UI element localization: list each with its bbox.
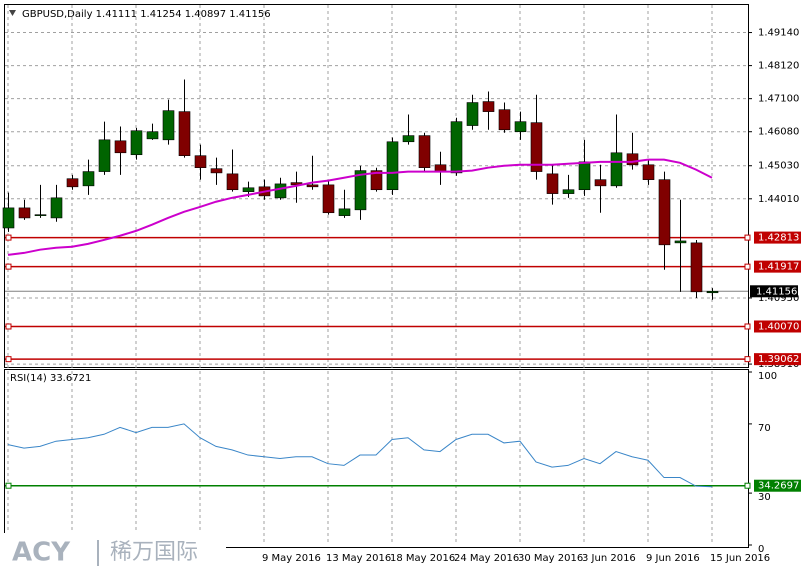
candle-body xyxy=(562,189,575,194)
candle-body xyxy=(402,135,415,143)
level-handle xyxy=(744,323,751,330)
x-tick-label: 15 Jun 2016 xyxy=(710,553,770,564)
candle-body xyxy=(306,184,319,188)
y-tick-label: 1.47100 xyxy=(758,94,799,105)
y-tick-label: 1.40950 xyxy=(758,293,799,304)
candle-body xyxy=(418,135,431,168)
candle-body xyxy=(450,121,463,174)
candle-body xyxy=(546,173,559,194)
watermark-box xyxy=(0,533,226,575)
candle-body xyxy=(98,139,111,172)
candle-body xyxy=(66,178,79,188)
symbol-icon xyxy=(9,10,16,16)
level-handle xyxy=(744,356,751,363)
candle-body xyxy=(2,207,15,229)
level-handle xyxy=(5,356,12,363)
x-tick-label: 30 May 2016 xyxy=(518,553,583,564)
candle-body xyxy=(34,214,47,216)
y-tick-label: 1.45030 xyxy=(758,161,799,172)
rsi-panel xyxy=(4,369,749,548)
candle-body xyxy=(706,290,719,294)
level-handle xyxy=(5,323,12,330)
level-label-box xyxy=(754,320,801,333)
watermark-brand: ACY xyxy=(12,538,71,568)
level-handle xyxy=(744,482,751,489)
current-price-label: 1.41156 xyxy=(756,286,797,297)
y-tick-label: 0 xyxy=(758,544,764,555)
candle-body xyxy=(338,208,351,216)
candle-body xyxy=(274,183,287,199)
candle-body xyxy=(466,102,479,126)
level-label: 1.39062 xyxy=(758,354,799,365)
level-label-box xyxy=(754,479,801,492)
level-label: 1.40070 xyxy=(758,321,799,332)
level-handle xyxy=(744,234,751,241)
candle-body xyxy=(434,164,447,172)
candle-body xyxy=(594,179,607,187)
y-tick-label: 1.49140 xyxy=(758,28,799,39)
candle-body xyxy=(370,170,383,191)
candle-body xyxy=(626,153,639,166)
candle-body xyxy=(386,141,399,191)
candle-body xyxy=(482,101,495,112)
candle-body xyxy=(82,171,95,187)
x-tick-label: 18 May 2016 xyxy=(390,553,455,564)
y-tick-label: 1.48120 xyxy=(758,61,799,72)
y-tick-label: 1.46080 xyxy=(758,127,799,138)
candle-body xyxy=(354,170,367,211)
candle-body xyxy=(210,168,223,174)
main-panel xyxy=(4,4,749,368)
x-tick-label: 13 May 2016 xyxy=(326,553,391,564)
x-tick-label: 3 Jun 2016 xyxy=(582,553,636,564)
rsi-title: RSI(14) 33.6721 xyxy=(10,373,91,384)
rsi-line xyxy=(7,423,713,488)
level-label-box xyxy=(754,231,801,244)
candle-body xyxy=(578,161,591,191)
level-handle xyxy=(5,234,12,241)
candle-body xyxy=(530,122,543,172)
chart-title: GBPUSD,Daily 1.41111 1.41254 1.40897 1.4… xyxy=(22,9,271,20)
candle-body xyxy=(194,155,207,168)
candle-body xyxy=(50,197,63,219)
candle-body xyxy=(18,207,31,219)
x-tick-label: 9 Jun 2016 xyxy=(646,553,700,564)
candle-body xyxy=(610,152,623,187)
candle-body xyxy=(242,187,255,192)
y-tick-label: 70 xyxy=(758,423,771,434)
candle-body xyxy=(642,164,655,180)
candle-body xyxy=(130,130,143,156)
candle-body xyxy=(658,179,671,246)
moving-average xyxy=(7,158,713,256)
level-handle xyxy=(5,482,12,489)
plot-layer: 1.49140 1.48120 1.47100 1.46080 1.45030 1.440… xyxy=(2,5,801,564)
candle-body xyxy=(178,111,191,156)
candle-body xyxy=(146,131,159,140)
y-tick-label: 100 xyxy=(758,371,777,382)
y-tick-label: 1.44010 xyxy=(758,194,799,205)
level-handle xyxy=(744,263,751,270)
candle-body xyxy=(162,110,175,141)
candle-body xyxy=(322,184,335,214)
candle-body xyxy=(498,109,511,131)
candle-body xyxy=(674,240,687,244)
candle-body xyxy=(690,242,703,293)
level-label-box xyxy=(754,260,801,273)
y-tick-label: 30 xyxy=(758,492,771,503)
x-tick-label: 24 May 2016 xyxy=(454,553,519,564)
level-label: 1.41917 xyxy=(758,262,799,273)
level-label: 34.2697 xyxy=(758,481,799,492)
level-handle xyxy=(5,263,12,270)
level-label: 1.42813 xyxy=(758,233,799,244)
candle-body xyxy=(514,121,527,133)
watermark-name: 稀万国际 xyxy=(110,540,198,565)
x-tick-label: 9 May 2016 xyxy=(262,553,321,564)
candle-body xyxy=(226,173,239,191)
candle-body xyxy=(114,140,127,154)
current-price-box xyxy=(750,285,798,298)
level-label-box xyxy=(754,353,801,366)
